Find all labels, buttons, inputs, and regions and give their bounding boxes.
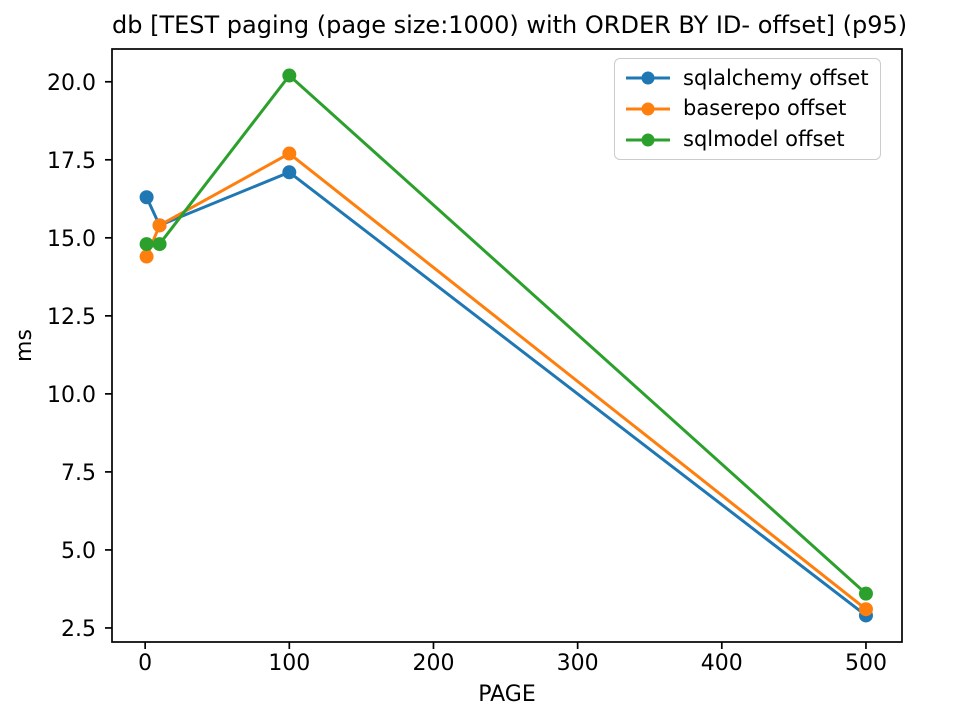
y-tick-label: 5.0 bbox=[61, 539, 96, 564]
x-tick-label: 100 bbox=[268, 651, 310, 676]
legend-label: sqlmodel offset bbox=[683, 127, 845, 152]
x-tick-label: 500 bbox=[845, 651, 887, 676]
y-tick-label: 17.5 bbox=[47, 149, 96, 174]
data-point bbox=[858, 586, 873, 601]
legend-label: sqlalchemy offset bbox=[683, 65, 869, 90]
data-point bbox=[152, 218, 167, 233]
legend-label: baserepo offset bbox=[683, 96, 847, 121]
legend-dot bbox=[641, 71, 655, 85]
y-tick-label: 10.0 bbox=[47, 383, 96, 408]
data-point bbox=[152, 237, 167, 252]
plot-frame bbox=[111, 48, 903, 643]
data-point bbox=[139, 249, 154, 264]
series-line-baserepo-offset bbox=[145, 152, 868, 611]
x-tick-label: 0 bbox=[138, 651, 152, 676]
legend-marker-icon bbox=[626, 71, 670, 85]
legend-item-sqlmodel-offset: sqlmodel offset bbox=[626, 127, 869, 152]
y-tick-label: 2.5 bbox=[61, 617, 96, 642]
chart-title: db [TEST paging (page size:1000) with OR… bbox=[112, 11, 908, 39]
data-point bbox=[139, 237, 154, 252]
data-point bbox=[282, 165, 297, 180]
x-tick-label: 200 bbox=[412, 651, 454, 676]
legend-dot bbox=[641, 102, 655, 116]
data-point bbox=[282, 68, 297, 83]
legend-item-sqlalchemy-offset: sqlalchemy offset bbox=[626, 65, 869, 90]
data-point bbox=[858, 602, 873, 617]
legend-item-baserepo-offset: baserepo offset bbox=[626, 97, 869, 120]
y-tick-label: 15.0 bbox=[47, 227, 96, 252]
y-tick-label: 12.5 bbox=[47, 305, 96, 330]
x-tick-label: 400 bbox=[701, 651, 743, 676]
series-line-sqlalchemy-offset bbox=[145, 170, 868, 617]
legend: sqlalchemy offset baserepo offset sqlmodel… bbox=[614, 58, 881, 160]
legend-dot bbox=[641, 133, 655, 147]
data-point bbox=[139, 190, 154, 205]
x-tick-label: 300 bbox=[557, 651, 599, 676]
x-axis-label: PAGE bbox=[478, 682, 535, 707]
data-point bbox=[282, 146, 297, 161]
legend-marker-icon bbox=[626, 102, 670, 116]
y-tick-label: 7.5 bbox=[61, 461, 96, 486]
legend-marker-icon bbox=[626, 133, 670, 147]
y-tick-label: 20.0 bbox=[47, 71, 96, 96]
y-axis-label: ms bbox=[12, 329, 37, 362]
